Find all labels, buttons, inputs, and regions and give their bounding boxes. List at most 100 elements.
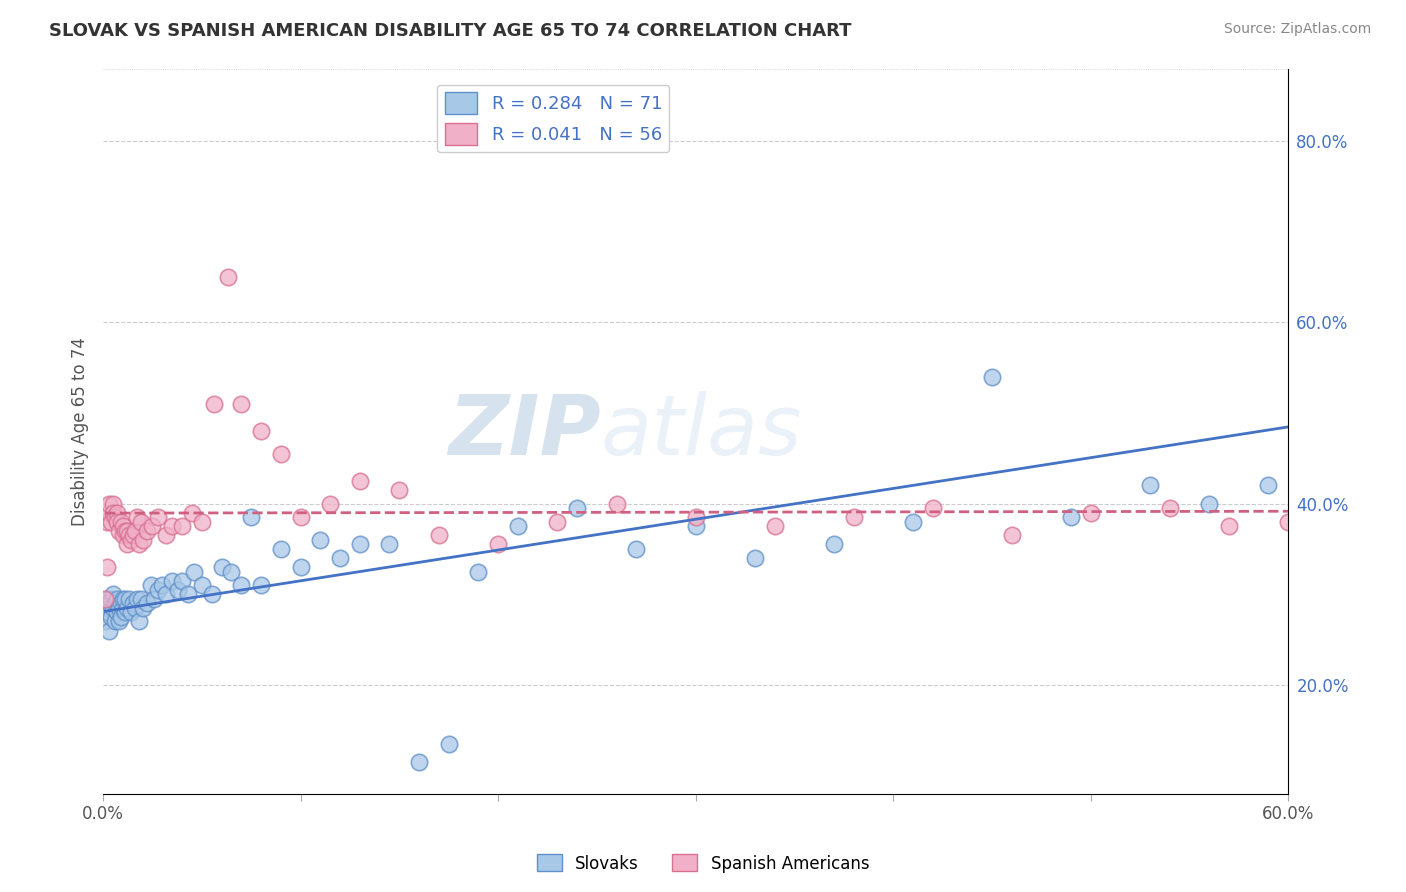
Point: [111, 528, 134, 542]
Point: [1159, 501, 1181, 516]
Point: [101, 506, 124, 520]
Point: [162, 574, 184, 588]
Point: [131, 600, 153, 615]
Point: [105, 506, 128, 520]
Point: [823, 537, 845, 551]
Point: [250, 578, 273, 592]
Point: [139, 578, 162, 592]
Point: [1355, 460, 1378, 475]
Point: [565, 501, 588, 516]
Point: [408, 755, 430, 769]
Point: [120, 606, 142, 620]
Point: [131, 533, 153, 547]
Point: [842, 510, 865, 524]
Point: [329, 551, 352, 566]
Point: [388, 483, 411, 497]
Legend: R = 0.284   N = 71, R = 0.041   N = 56: R = 0.284 N = 71, R = 0.041 N = 56: [437, 85, 669, 153]
Point: [124, 524, 146, 538]
Point: [128, 615, 150, 629]
Point: [250, 424, 273, 438]
Point: [626, 541, 648, 556]
Point: [114, 524, 136, 538]
Point: [319, 497, 342, 511]
Point: [1080, 506, 1102, 520]
Text: Source: ZipAtlas.com: Source: ZipAtlas.com: [1223, 22, 1371, 37]
Point: [114, 606, 136, 620]
Point: [98, 624, 121, 638]
Point: [427, 528, 450, 542]
Point: [141, 519, 163, 533]
Point: [211, 560, 233, 574]
Point: [177, 587, 200, 601]
Point: [105, 515, 128, 529]
Point: [221, 565, 243, 579]
Point: [121, 596, 143, 610]
Point: [606, 497, 628, 511]
Point: [101, 600, 124, 615]
Point: [114, 591, 136, 606]
Point: [129, 515, 152, 529]
Point: [1277, 515, 1299, 529]
Point: [191, 578, 214, 592]
Point: [96, 591, 118, 606]
Point: [148, 510, 170, 524]
Point: [172, 519, 194, 533]
Point: [290, 560, 312, 574]
Point: [980, 369, 1002, 384]
Text: atlas: atlas: [600, 391, 803, 472]
Point: [467, 565, 489, 579]
Point: [104, 615, 127, 629]
Point: [486, 537, 509, 551]
Point: [150, 578, 173, 592]
Point: [349, 474, 371, 488]
Text: ZIP: ZIP: [449, 391, 600, 472]
Point: [201, 587, 224, 601]
Point: [115, 600, 138, 615]
Point: [105, 606, 128, 620]
Point: [763, 519, 786, 533]
Point: [181, 506, 204, 520]
Point: [1198, 497, 1220, 511]
Point: [217, 270, 239, 285]
Point: [155, 528, 177, 542]
Point: [118, 591, 141, 606]
Point: [921, 501, 943, 516]
Point: [290, 510, 312, 524]
Point: [105, 591, 128, 606]
Point: [111, 519, 134, 533]
Point: [1139, 478, 1161, 492]
Point: [135, 596, 157, 610]
Point: [120, 533, 142, 547]
Point: [437, 737, 460, 751]
Legend: Slovaks, Spanish Americans: Slovaks, Spanish Americans: [530, 847, 876, 880]
Point: [110, 610, 132, 624]
Point: [108, 600, 131, 615]
Point: [231, 578, 253, 592]
Point: [115, 537, 138, 551]
Point: [100, 610, 122, 624]
Point: [108, 524, 131, 538]
Point: [101, 587, 124, 601]
Point: [96, 560, 118, 574]
Point: [115, 524, 138, 538]
Point: [1000, 528, 1022, 542]
Point: [309, 533, 332, 547]
Point: [135, 524, 157, 538]
Point: [506, 519, 529, 533]
Point: [125, 591, 148, 606]
Point: [349, 537, 371, 551]
Point: [98, 506, 121, 520]
Point: [101, 497, 124, 511]
Point: [231, 397, 253, 411]
Point: [162, 519, 184, 533]
Point: [108, 615, 131, 629]
Point: [744, 551, 766, 566]
Point: [202, 397, 225, 411]
Point: [128, 537, 150, 551]
Point: [270, 541, 292, 556]
Point: [685, 510, 707, 524]
Point: [125, 510, 148, 524]
Point: [129, 591, 152, 606]
Point: [167, 582, 190, 597]
Point: [118, 528, 141, 542]
